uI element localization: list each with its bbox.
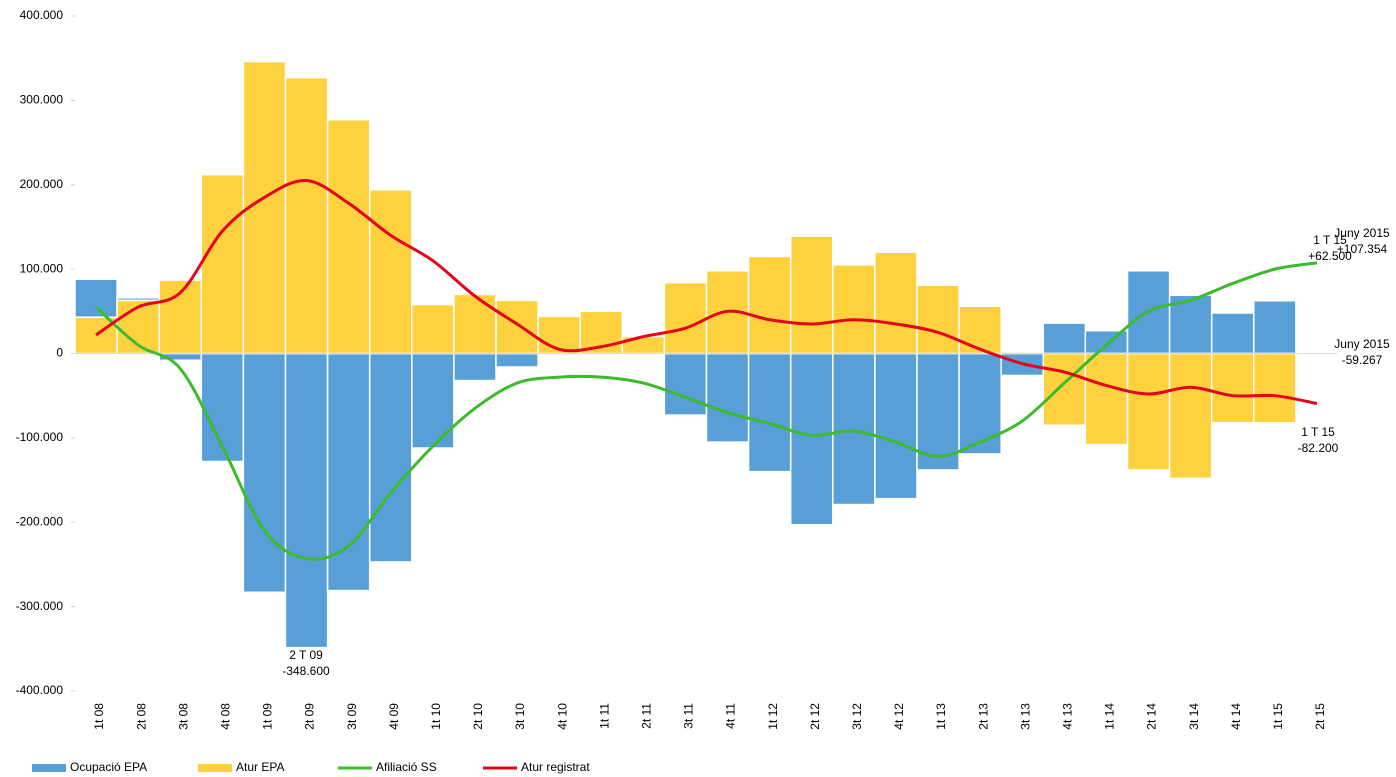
bar (200, 173, 245, 355)
x-tick-label: 4t 12 (892, 703, 906, 730)
bar (1210, 352, 1255, 424)
x-tick-label: 2t 10 (471, 703, 485, 730)
bar (1084, 329, 1129, 355)
bar (789, 235, 834, 355)
bar (1253, 352, 1297, 424)
x-tick-label: 2t 14 (1145, 703, 1159, 730)
x-tick-label: 4t 09 (387, 703, 401, 730)
x-tick-label: 3t 12 (850, 703, 864, 730)
x-tick-label: 4t 14 (1229, 703, 1243, 730)
bar (326, 119, 371, 355)
annotation: 1 T 15 (1301, 425, 1335, 439)
bar (1042, 322, 1087, 355)
bar (832, 264, 876, 355)
y-tick-label: 300.000 (20, 93, 64, 107)
annotation: 1 T 15 (1313, 233, 1347, 247)
annotation: Juny 2015 (1334, 337, 1390, 351)
line (95, 179, 1318, 405)
x-tick-label: 2t 12 (808, 703, 822, 730)
bar (284, 76, 329, 355)
annotation: -59.267 (1342, 353, 1383, 367)
bar (916, 284, 960, 355)
x-tick-label: 2t 15 (1313, 703, 1327, 730)
legend-label: Afiliació SS (376, 760, 437, 774)
bar (537, 315, 581, 355)
y-tick-label: -400.000 (16, 683, 64, 697)
y-tick-label: 100.000 (20, 261, 64, 275)
x-tick-label: 1t 13 (934, 703, 948, 730)
bar (832, 352, 876, 506)
y-tick-label: 0 (56, 346, 63, 360)
y-tick-label: -300.000 (16, 599, 64, 613)
bar (874, 251, 918, 355)
bar (326, 352, 371, 592)
bar (453, 352, 497, 382)
x-tick-label: 1t 15 (1271, 703, 1285, 730)
x-tick-label: 2t 13 (976, 703, 990, 730)
bar (495, 352, 539, 368)
x-tick-label: 2t 09 (303, 703, 317, 730)
x-tick-label: 1t 11 (597, 703, 611, 729)
bar (1084, 352, 1129, 446)
bar (958, 352, 1002, 455)
bar (705, 352, 750, 443)
x-tick-label: 1t 12 (766, 703, 780, 730)
bar (495, 299, 539, 355)
bar (284, 352, 329, 649)
legend-label: Atur registrat (521, 760, 590, 774)
legend-swatch (198, 764, 232, 772)
bar (1042, 352, 1087, 426)
x-tick-label: 1t 10 (429, 703, 443, 730)
annotation: +62.500 (1308, 249, 1352, 263)
x-tick-label: 2t 08 (134, 703, 148, 730)
bar (368, 352, 413, 563)
x-tick-label: 3t 13 (1018, 703, 1032, 730)
bar (663, 352, 708, 416)
annotation: -82.200 (1298, 441, 1339, 455)
x-tick-label: 3t 08 (176, 703, 190, 730)
x-tick-label: 2t 11 (640, 703, 654, 729)
x-tick-label: 3t 09 (345, 703, 359, 730)
bar (411, 303, 455, 355)
bar (874, 352, 918, 500)
bar (789, 352, 834, 526)
x-tick-label: 4t 11 (724, 703, 738, 729)
legend-label: Ocupació EPA (70, 760, 147, 774)
x-tick-label: 3t 10 (513, 703, 527, 730)
legend-label: Atur EPA (236, 760, 284, 774)
bar (958, 305, 1002, 355)
annotation: Juny 2015 (1334, 226, 1390, 240)
annotation: 2 T 09 (289, 648, 323, 662)
x-tick-label: 4t 08 (219, 703, 233, 730)
legend-swatch (32, 764, 66, 772)
y-tick-label: 400.000 (20, 8, 64, 22)
bar (453, 293, 497, 355)
x-tick-label: 4t 13 (1061, 703, 1075, 730)
line (95, 261, 1318, 561)
y-tick-label: -100.000 (16, 430, 64, 444)
bar (1168, 352, 1213, 480)
bar (747, 255, 792, 355)
annotation: -348.600 (282, 664, 330, 678)
y-tick-label: -200.000 (16, 514, 64, 528)
bar (242, 352, 287, 594)
x-tick-label: 1t 09 (261, 703, 275, 730)
bar (1253, 300, 1297, 355)
x-tick-label: 3t 11 (682, 703, 696, 729)
bar (368, 189, 413, 355)
bar (747, 352, 792, 473)
x-tick-label: 1t 08 (92, 703, 106, 730)
y-tick-label: 200.000 (20, 177, 64, 191)
bar (1210, 312, 1255, 355)
x-tick-label: 1t 14 (1103, 703, 1117, 730)
bar (663, 281, 708, 355)
x-tick-label: 3t 14 (1187, 703, 1201, 730)
annotation: +107.354 (1337, 242, 1388, 256)
bar (1126, 352, 1171, 471)
x-tick-label: 4t 10 (555, 703, 569, 730)
